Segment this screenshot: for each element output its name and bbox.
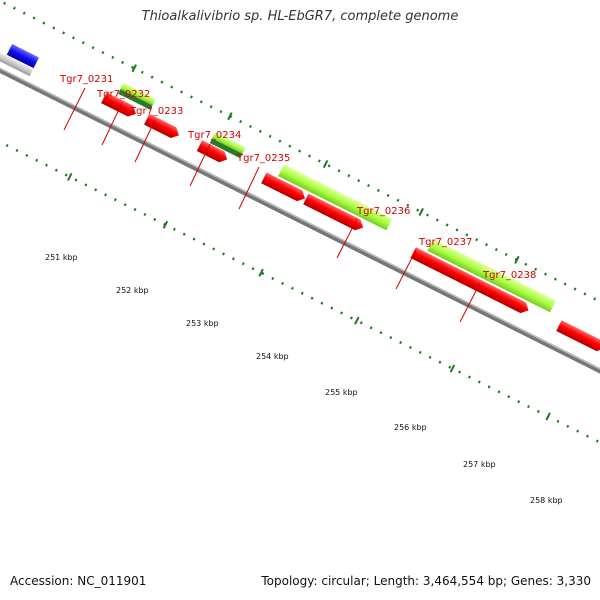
cds-arrow (556, 320, 600, 352)
outer-major-tick (131, 64, 137, 73)
cds-arrow (101, 92, 136, 117)
inner-major-tick (545, 412, 551, 421)
leader-line (459, 282, 481, 323)
cds-arrow (410, 247, 502, 300)
kbp-label: 253 kbp (186, 319, 219, 328)
gene-label: Tgr7_0236 (356, 206, 410, 217)
genome-title: Thioalkalivibrio sp. HL-EbGR7, complete … (141, 9, 459, 24)
leader-line (336, 218, 358, 259)
kbp-label: 254 kbp (256, 352, 289, 361)
cds-arrow (303, 193, 364, 231)
feature-blue (6, 44, 39, 69)
leader-line (101, 102, 123, 146)
kbp-label: 256 kbp (394, 423, 427, 432)
inner-major-tick (67, 172, 73, 181)
kbp-label: 252 kbp (116, 286, 149, 295)
gene-label: Tgr7_0232 (96, 89, 150, 100)
gene-feature-green-dark (209, 138, 243, 159)
inner-major-tick (449, 364, 456, 373)
kbp-label: 258 kbp (530, 496, 563, 505)
genome-backbone-highlight (0, 46, 600, 424)
kbp-label: 257 kbp (463, 460, 496, 469)
gene-label: Tgr7_0233 (129, 106, 183, 117)
outer-major-tick (418, 207, 424, 216)
gene-feature-green (211, 132, 246, 154)
outer-major-tick (227, 112, 233, 121)
feature-grey-left (0, 51, 34, 77)
gene-label: Tgr7_0237 (418, 237, 472, 248)
cds-arrow (261, 172, 305, 202)
gene-feature-green-dark (118, 89, 153, 110)
cds-arrow (196, 140, 228, 163)
kbp-label: 251 kbp (45, 253, 78, 262)
inner-major-tick (258, 268, 264, 277)
gene-label: Tgr7_0235 (236, 153, 290, 164)
leader-line (189, 143, 211, 187)
accession-text: Accession: NC_011901 (10, 574, 147, 588)
leader-line (395, 249, 417, 290)
leader-line (63, 87, 86, 131)
outer-major-tick (322, 160, 329, 169)
inner-tick-track (0, 104, 600, 483)
gene-feature-green (120, 82, 156, 106)
inner-major-tick (162, 220, 169, 229)
gene-label: Tgr7_0238 (482, 270, 536, 281)
leader-line (134, 119, 156, 163)
kbp-label: 255 kbp (325, 388, 358, 397)
inner-major-tick (354, 316, 360, 325)
outer-tick-track (0, 0, 600, 371)
cds-arrow (144, 113, 179, 139)
topology-text: Topology: circular; Length: 3,464,554 bp… (261, 574, 591, 588)
gene-feature-green (278, 164, 393, 231)
gene-label: Tgr7_0234 (187, 130, 241, 141)
gene-label: Tgr7_0231 (59, 74, 113, 85)
outer-major-tick (514, 255, 520, 264)
genome-backbone (0, 46, 600, 427)
cds-arrow (493, 288, 529, 314)
gene-feature-green (427, 239, 556, 313)
leader-line (238, 166, 260, 210)
